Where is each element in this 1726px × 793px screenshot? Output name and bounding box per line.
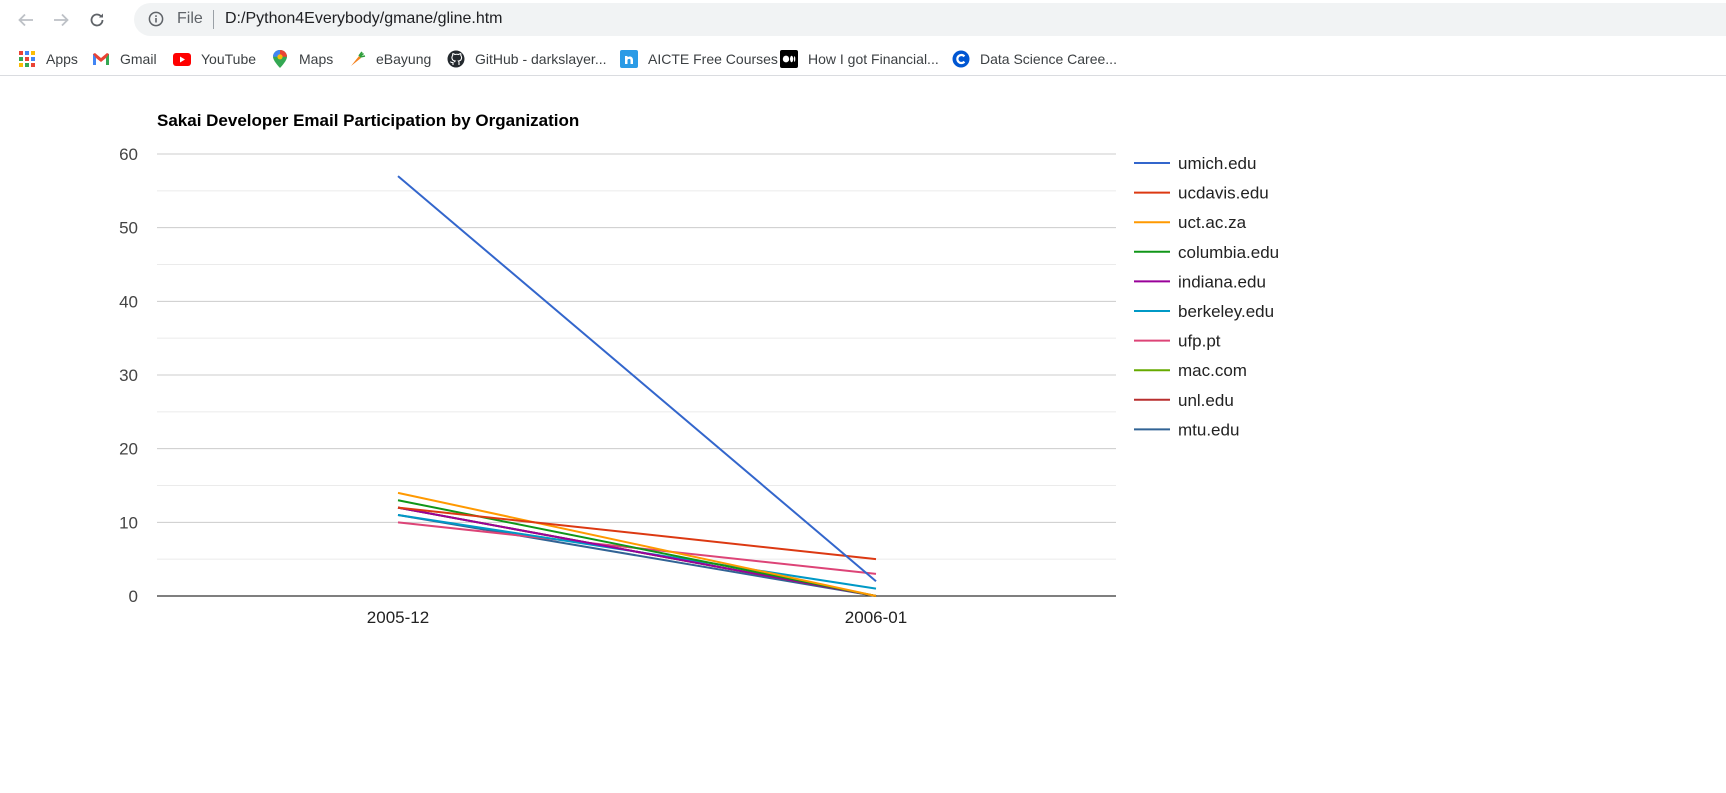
y-tick-label: 20 <box>119 440 138 459</box>
legend-item-berkeley-edu[interactable]: berkeley.edu <box>1134 302 1274 321</box>
series-lines <box>397 175 877 597</box>
legend-label: ucdavis.edu <box>1178 184 1269 203</box>
bookmark-label: How I got Financial... <box>808 51 939 67</box>
medium-icon <box>780 50 798 68</box>
y-tick-label: 30 <box>119 366 138 385</box>
legend-item-umich-edu[interactable]: umich.edu <box>1134 154 1256 173</box>
legend-item-indiana-edu[interactable]: indiana.edu <box>1134 272 1266 291</box>
nptel-icon <box>620 50 638 68</box>
bookmark-data-science[interactable]: Data Science Caree... <box>952 45 1117 73</box>
legend-label: ufp.pt <box>1178 332 1221 351</box>
reload-icon <box>90 13 104 27</box>
carrot-icon <box>348 50 366 68</box>
bookmark-label: Data Science Caree... <box>980 51 1117 67</box>
gmail-icon <box>92 50 110 68</box>
y-tick-label: 60 <box>119 145 138 164</box>
series-line-indiana-edu[interactable] <box>397 506 877 597</box>
legend-label: unl.edu <box>1178 391 1234 410</box>
address-bar[interactable]: File D:/Python4Everybody/gmane/gline.htm <box>134 3 1726 36</box>
series-line-ucdavis-edu[interactable] <box>397 506 877 561</box>
maps-pin-icon <box>271 50 289 68</box>
bookmark-apps[interactable]: Apps <box>18 45 78 73</box>
axes: 0 10 20 30 40 50 60 2005-12 2006-01 <box>119 145 1116 627</box>
bookmark-medium[interactable]: How I got Financial... <box>780 45 939 73</box>
apps-grid-icon <box>18 50 36 68</box>
url-scheme: File <box>177 10 203 27</box>
legend-item-unl-edu[interactable]: unl.edu <box>1134 391 1234 410</box>
legend: umich.edu ucdavis.edu uct.ac.za columbia.ed… <box>1134 154 1279 439</box>
chart-title: Sakai Developer Email Participation by O… <box>157 111 579 130</box>
legend-label: indiana.edu <box>1178 272 1266 291</box>
url-text[interactable]: D:/Python4Everybody/gmane/gline.htm <box>225 10 503 27</box>
legend-label: umich.edu <box>1178 154 1256 173</box>
bookmark-gmail[interactable]: Gmail <box>92 45 157 73</box>
series-line-mtu-edu[interactable] <box>397 513 877 597</box>
forward-button[interactable] <box>47 6 75 34</box>
y-tick-label: 10 <box>119 513 138 532</box>
legend-label: berkeley.edu <box>1178 302 1274 321</box>
x-tick-label: 2005-12 <box>367 608 429 627</box>
legend-label: mac.com <box>1178 361 1247 380</box>
bookmark-label: AICTE Free Courses <box>648 51 778 67</box>
x-tick-label: 2006-01 <box>845 608 907 627</box>
github-icon <box>447 50 465 68</box>
bookmark-label: eBayung <box>376 51 432 67</box>
y-tick-label: 0 <box>129 587 138 606</box>
bookmark-github[interactable]: GitHub - darkslayer... <box>447 45 607 73</box>
bookmark-ebayung[interactable]: eBayung <box>348 45 431 73</box>
bookmark-aicte[interactable]: AICTE Free Courses <box>620 45 778 73</box>
y-tick-label: 50 <box>119 219 138 238</box>
bookmark-label: GitHub - darkslayer... <box>475 51 607 67</box>
series-line-umich-edu[interactable] <box>397 175 877 583</box>
bookmark-label: Maps <box>299 51 334 67</box>
youtube-icon <box>173 50 191 68</box>
gridlines <box>157 153 1116 560</box>
reload-button[interactable] <box>83 6 111 34</box>
y-tick-label: 40 <box>119 292 138 311</box>
legend-item-columbia-edu[interactable]: columbia.edu <box>1134 243 1279 262</box>
arrow-left-icon <box>18 13 33 27</box>
bookmark-youtube[interactable]: YouTube <box>173 45 256 73</box>
url-separator <box>213 10 214 29</box>
legend-item-ufp-pt[interactable]: ufp.pt <box>1134 332 1221 351</box>
arrow-right-icon <box>54 13 69 27</box>
legend-item-mac-com[interactable]: mac.com <box>1134 361 1247 380</box>
browser-toolbar: File D:/Python4Everybody/gmane/gline.htm <box>0 0 1726 40</box>
legend-item-mtu-edu[interactable]: mtu.edu <box>1134 420 1239 439</box>
bookmark-label: Apps <box>46 51 78 67</box>
legend-item-uct-ac-za[interactable]: uct.ac.za <box>1134 213 1247 232</box>
bookmark-maps[interactable]: Maps <box>271 45 333 73</box>
legend-label: uct.ac.za <box>1178 213 1247 232</box>
legend-item-ucdavis-edu[interactable]: ucdavis.edu <box>1134 184 1269 203</box>
legend-label: columbia.edu <box>1178 243 1279 262</box>
bookmark-label: Gmail <box>120 51 157 67</box>
series-line-uct-ac-za[interactable] <box>397 491 877 597</box>
info-icon[interactable] <box>148 11 164 27</box>
coursera-icon <box>952 50 970 68</box>
bookmarks-bar: Apps Gmail YouTube Maps <box>0 45 1726 76</box>
bookmark-label: YouTube <box>201 51 257 67</box>
legend-label: mtu.edu <box>1178 420 1239 439</box>
back-button[interactable] <box>12 6 40 34</box>
